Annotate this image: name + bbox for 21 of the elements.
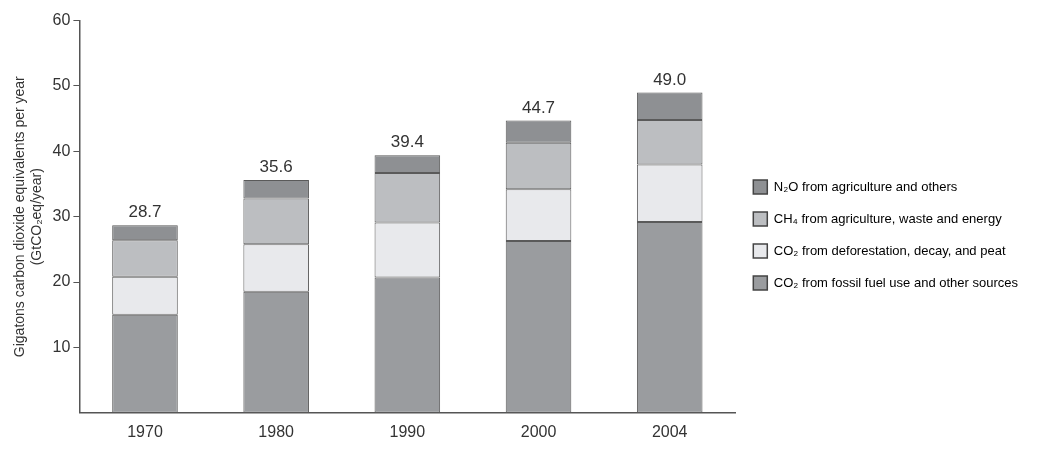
x-tick-label: 1990 — [389, 422, 426, 440]
y-tick-label: 30 — [52, 207, 71, 225]
total-label: 44.7 — [521, 97, 556, 117]
y-tick-label: 40 — [52, 141, 71, 159]
total-label: 28.7 — [128, 202, 162, 222]
y-axis-title: Gigatons carbon dioxide equivalents per year (GtCO₂eq/year) — [11, 75, 45, 358]
x-tick-label: 1980 — [258, 422, 295, 440]
y-tick-label: 60 — [52, 11, 71, 29]
legend-label: N₂O from agriculture and others — [773, 178, 958, 194]
x-tick-label: 1970 — [127, 422, 163, 440]
y-tick-label: 10 — [52, 337, 71, 355]
legend-label: CH₄ from agriculture, waste and energy — [773, 210, 1003, 226]
total-label: 49.0 — [653, 69, 687, 89]
total-label: 39.4 — [390, 132, 424, 152]
x-tick-label: 2000 — [520, 422, 557, 440]
y-tick-label: 50 — [52, 76, 71, 94]
y-tick-label: 20 — [52, 272, 71, 290]
legend-label: CO₂ from deforestation, decay, and peat — [773, 242, 1006, 258]
x-tick-label: 2004 — [651, 422, 688, 440]
total-label: 35.6 — [259, 157, 293, 177]
legend-label: CO₂ from fossil fuel use and other sources — [773, 274, 1019, 290]
